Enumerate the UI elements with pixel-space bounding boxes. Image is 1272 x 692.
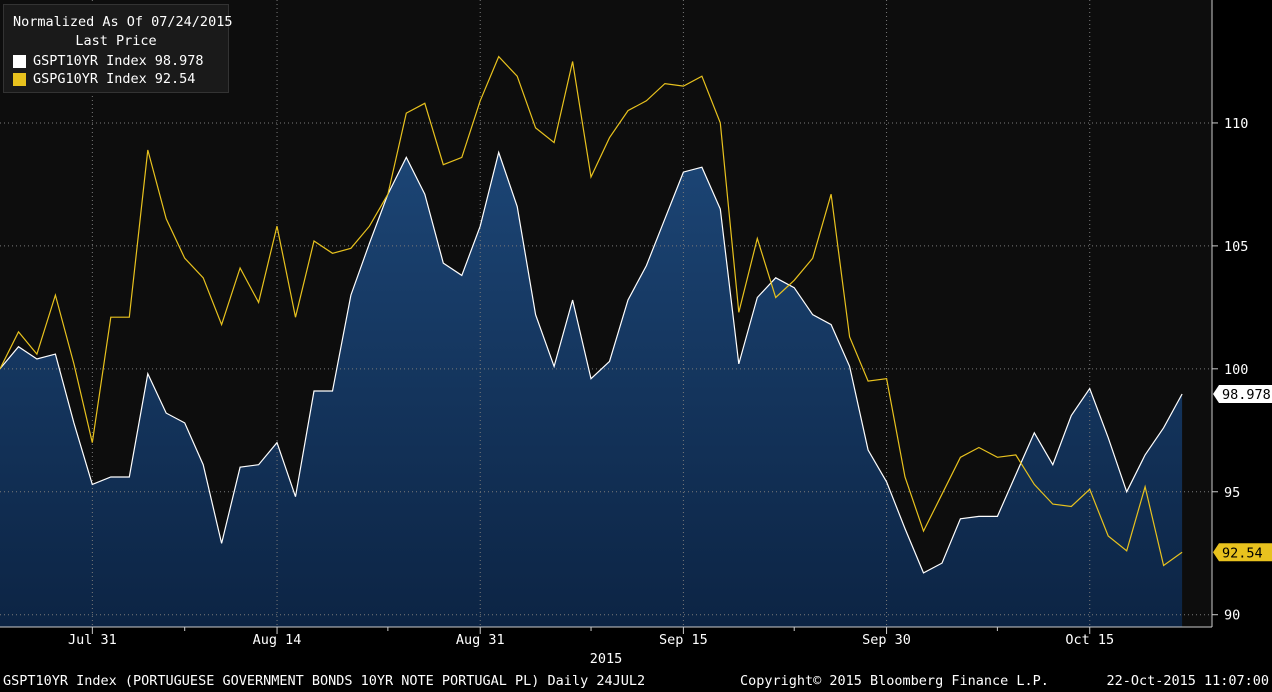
x-tick-label: Sep 15: [659, 632, 708, 648]
y-tick-label: 90: [1224, 608, 1240, 624]
series-line-gspt10yr: [0, 150, 1183, 574]
y-tick-label: 110: [1224, 116, 1248, 132]
x-tick-label: Sep 30: [862, 632, 911, 648]
y-tick-label: 105: [1224, 239, 1248, 255]
last-value-tag-gspt10yr-label: 98.978: [1222, 387, 1271, 403]
x-year-label: 2015: [590, 651, 623, 667]
series-line-gspg10yr: [0, 55, 1183, 567]
legend-series-value: 92.54: [154, 71, 196, 87]
y-tick-label: 95: [1224, 485, 1240, 501]
x-tick-label: Jul 31: [68, 632, 117, 648]
x-tick-label: Aug 31: [456, 632, 505, 648]
legend-series-name: GSPT10YR Index: [33, 53, 147, 69]
footer-description: GSPT10YR Index (PORTUGUESE GOVERNMENT BO…: [3, 673, 646, 689]
legend-subtitle: Last Price: [75, 33, 157, 49]
legend-series-name: GSPG10YR Index: [33, 71, 147, 87]
legend-swatch-yellow: [13, 72, 26, 86]
last-value-tag-gspt10yr-bg: [1213, 384, 1272, 403]
footer-copyright: Copyright© 2015 Bloomberg Finance L.P.: [740, 673, 1049, 689]
last-value-tag-gspg10yr-label: 92.54: [1222, 545, 1263, 561]
legend-series-value: 98.978: [154, 53, 204, 69]
x-tick-label: Aug 14: [253, 632, 302, 648]
x-tick-label: Oct 15: [1065, 632, 1114, 648]
legend-title: Normalized As Of 07/24/2015: [13, 14, 233, 30]
legend-entry-gspg10yr: GSPG10YR Index 92.54: [13, 71, 195, 87]
legend: Normalized As Of 07/24/2015 Last Price G…: [3, 4, 233, 93]
y-tick-label: 100: [1224, 362, 1248, 378]
legend-swatch-white: [13, 54, 26, 68]
footer-timestamp: 22-Oct-2015 11:07:00: [1106, 673, 1269, 689]
legend-entry-gspt10yr: GSPT10YR Index 98.978: [13, 53, 204, 69]
last-value-tag-gspg10yr-bg: [1213, 543, 1272, 562]
